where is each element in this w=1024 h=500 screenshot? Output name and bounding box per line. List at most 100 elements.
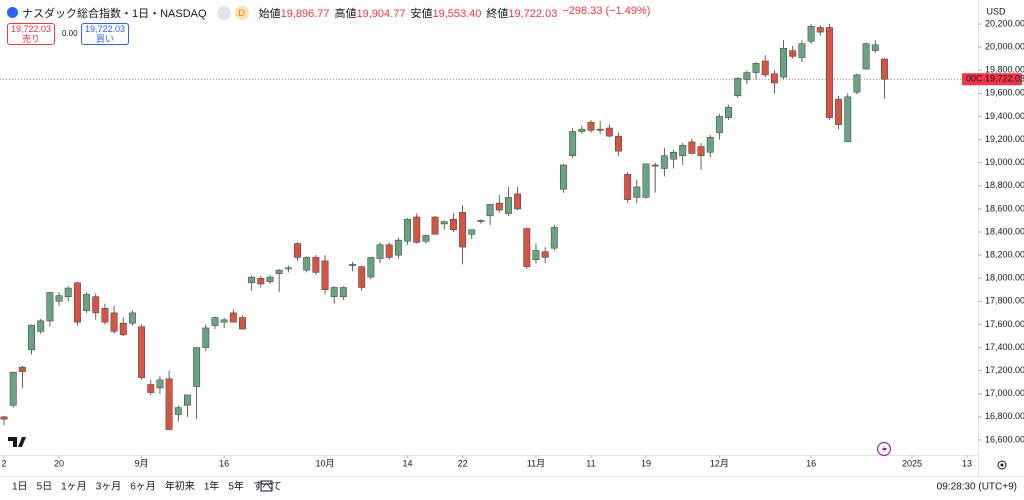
- range-button[interactable]: 1ヶ月: [61, 481, 87, 493]
- sell-label: 売り: [21, 34, 40, 44]
- range-button[interactable]: 6ヶ月: [130, 481, 156, 493]
- y-tick-label: 16,600.00: [985, 434, 1024, 444]
- range-button[interactable]: 1年: [204, 480, 220, 493]
- candle-body: [174, 407, 182, 415]
- candle-body: [605, 127, 613, 137]
- candle-body: [743, 72, 751, 80]
- candle-body: [431, 216, 439, 235]
- candle-body: [459, 212, 467, 248]
- candle-body: [596, 128, 604, 131]
- candle-body: [83, 294, 91, 311]
- sell-button[interactable]: 19,722.03 売り: [7, 23, 55, 45]
- range-button[interactable]: 3ヶ月: [96, 481, 122, 493]
- ohlc-label: 高値: [334, 8, 357, 20]
- x-tick-label: 2: [2, 458, 7, 468]
- range-button[interactable]: 5年: [228, 480, 244, 493]
- candle-body: [275, 269, 283, 274]
- x-tick-label: 11: [586, 458, 595, 468]
- candle-body: [541, 251, 549, 258]
- range-button[interactable]: すべて: [253, 481, 282, 493]
- candle-body: [64, 287, 72, 297]
- candle-body: [734, 78, 742, 96]
- ohlc-legend: 始値19,896.77 高値19,904.77 安値19,553.40 終値19,72…: [259, 5, 651, 21]
- candle-body: [266, 276, 274, 282]
- candle-body: [257, 277, 265, 285]
- x-tick-label: 16: [219, 458, 229, 468]
- x-tick-label: 22: [458, 458, 468, 468]
- candle-body: [0, 416, 8, 420]
- candle-body: [376, 244, 384, 259]
- candle-body: [770, 73, 778, 84]
- y-tick-label: 18,600.00: [985, 203, 1024, 213]
- currency-label[interactable]: USD: [986, 6, 1006, 16]
- candle-body: [321, 260, 329, 291]
- candle-body: [101, 308, 109, 323]
- candle-body: [853, 74, 861, 93]
- ohlc-label: 終値: [486, 8, 509, 20]
- ohlc-item: 始値19,896.77: [259, 5, 330, 21]
- candle-body: [367, 257, 375, 278]
- range-button[interactable]: 5日: [37, 482, 53, 493]
- candle-body: [569, 131, 577, 156]
- ohlc-label: 安値: [410, 8, 433, 20]
- calendar-icon[interactable]: [260, 480, 273, 492]
- y-tick-label: 17,000.00: [985, 388, 1024, 398]
- candle-body: [706, 137, 714, 153]
- candle-body: [816, 27, 824, 33]
- candle-body: [128, 312, 136, 324]
- candle-body: [202, 327, 210, 348]
- candle-body: [303, 257, 311, 271]
- y-tick-label: 17,200.00: [985, 365, 1024, 375]
- buy-price: 19,722.03: [84, 24, 126, 34]
- candle-body: [184, 394, 191, 406]
- alert-icon[interactable]: [876, 441, 892, 457]
- candle-body: [624, 173, 632, 200]
- candle-body: [578, 128, 586, 132]
- candle-body: [422, 235, 430, 242]
- x-tick-label: 16: [806, 458, 816, 468]
- candle-body: [92, 296, 100, 314]
- ohlc-label: 始値: [258, 8, 281, 20]
- candle-body: [46, 292, 54, 322]
- candle-body: [780, 48, 788, 78]
- ohlc-value: 19,553.40: [432, 8, 482, 20]
- candle-body: [495, 202, 503, 211]
- candle-body: [349, 264, 356, 266]
- clock[interactable]: 09:28:30 (UTC+9): [937, 482, 1017, 493]
- symbol-title[interactable]: ナスダック総合指数・1日・NASDAQ: [22, 8, 207, 20]
- candle-body: [881, 58, 888, 80]
- range-button[interactable]: 年初来: [165, 480, 195, 493]
- candle-body: [504, 197, 512, 214]
- candle-body: [725, 106, 732, 118]
- y-tick-label: 19,800.00: [985, 65, 1024, 75]
- x-tick-label: 11月: [527, 458, 545, 468]
- candle-body: [358, 266, 366, 288]
- candle-body: [651, 164, 659, 167]
- candle-body: [404, 219, 412, 242]
- candle-body: [670, 152, 677, 160]
- spread: 0.00: [62, 29, 78, 38]
- ohlc-value: 19,896.77: [280, 8, 330, 20]
- last-price-label: 19,722.03: [985, 74, 1024, 84]
- settings-icon[interactable]: [997, 460, 1007, 470]
- candle-body: [339, 287, 347, 297]
- ohlc-value: 19,722.03: [508, 8, 558, 20]
- x-tick-label: 13: [962, 458, 972, 468]
- ohlc-item: 終値19,722.03: [486, 5, 557, 21]
- candle-body: [55, 295, 63, 302]
- candle-body: [37, 320, 45, 332]
- candle-body: [110, 312, 118, 332]
- candle-body: [550, 227, 558, 249]
- x-tick-label: 14: [403, 458, 413, 468]
- candle-body: [615, 135, 622, 152]
- range-button[interactable]: 1日: [12, 482, 28, 493]
- candle-body: [18, 366, 26, 372]
- buy-button[interactable]: 19,722.03 買い: [81, 23, 129, 45]
- ohlc-item: 安値19,553.40: [410, 5, 481, 21]
- y-tick-label: 17,800.00: [985, 296, 1024, 306]
- market-status[interactable]: D: [234, 6, 249, 20]
- candle-body: [807, 26, 815, 42]
- y-tick-label: 17,400.00: [985, 342, 1024, 352]
